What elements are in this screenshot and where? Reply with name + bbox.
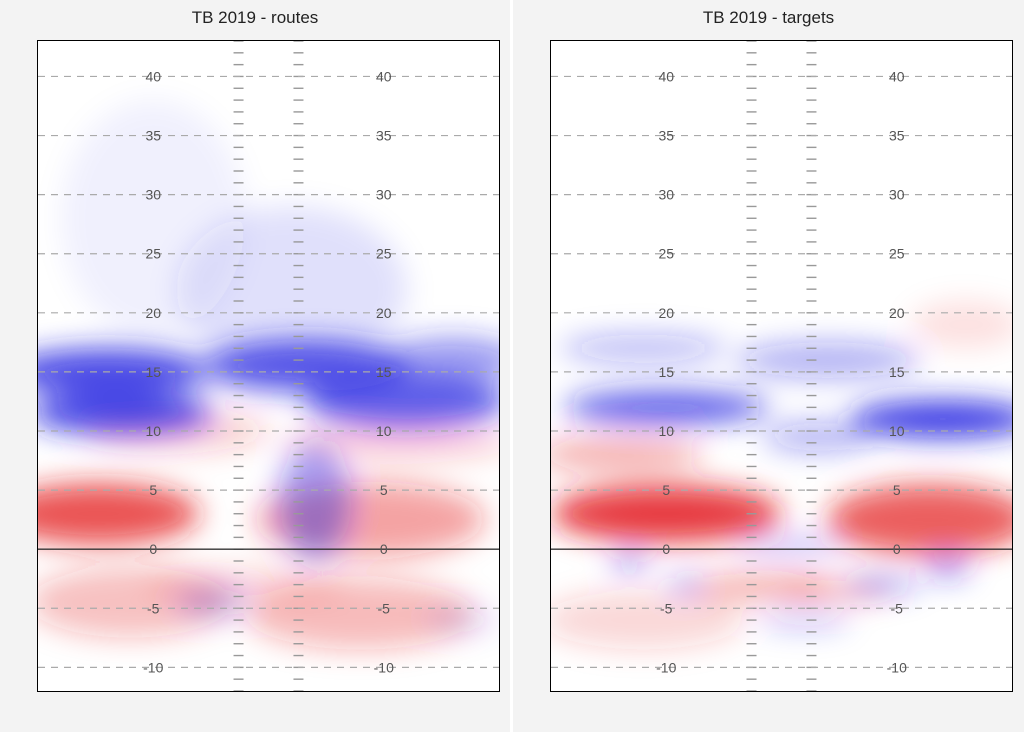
yard-label: 30 [376,187,392,203]
heat-blob-negative [38,392,214,435]
yard-label: 5 [662,482,670,498]
heat-blob-negative [176,588,251,617]
heat-blob-negative [924,555,971,579]
yard-label: 40 [889,68,905,84]
yard-label: 40 [658,68,674,84]
yard-label: 25 [145,246,161,262]
yard-label: 20 [145,305,161,321]
yard-label: -10 [656,659,676,675]
yard-label: 30 [889,187,905,203]
heat-blob-positive [551,485,782,543]
yard-label: 10 [376,423,392,439]
routes-panel: TB 2019 - routes -10 -10 -5 -5 0 0 5 5 10 10 15 15 2… [0,0,510,732]
yard-label: -5 [660,600,673,616]
heat-blob-positive [551,590,745,650]
heat-blob-positive [282,425,499,461]
heat-blob-negative [758,610,851,630]
yard-label: 40 [145,68,161,84]
heat-blob-negative [735,342,920,378]
yard-label: 15 [889,364,905,380]
yard-label: 5 [380,482,388,498]
yard-label: -10 [143,659,163,675]
plot-area: -10 -10 -5 -5 0 0 5 5 10 10 15 15 20 20 25 25 30 30 35 35 40… [550,40,1013,692]
heat-layer [551,301,1012,650]
yard-label: -5 [891,600,904,616]
yard-label: -5 [147,600,160,616]
yard-label: 35 [658,128,674,144]
yard-label: 25 [658,246,674,262]
yard-label: -5 [378,600,391,616]
targets-panel: TB 2019 - targets -10 -10 -5 -5 0 0 5 5 10 10 15 15… [513,0,1024,732]
yard-label: 35 [889,128,905,144]
heat-blob-negative [666,577,704,592]
heat-blob-positive [910,301,1012,349]
heat-blob-positive [38,483,200,545]
heat-blob-negative [735,538,847,553]
yard-label: 5 [893,482,901,498]
yard-label: 20 [658,305,674,321]
chart-title: TB 2019 - targets [702,8,835,27]
heat-blob-negative [425,608,499,632]
heat-blob-negative [277,442,352,561]
yard-label: 30 [658,187,674,203]
yard-label: 10 [889,423,905,439]
yard-label: 30 [145,187,161,203]
yard-label: 20 [376,305,392,321]
yard-label: 40 [376,68,392,84]
heat-blob-negative [61,100,246,337]
heat-blob-negative [763,422,874,452]
yard-label: -10 [887,659,907,675]
yard-label: 35 [376,128,392,144]
yard-label: 0 [662,541,670,557]
heatmap-svg: -10 -10 -5 -5 0 0 5 5 10 10 15 15 20 20 25 25 30 30 35 35 40… [38,41,499,691]
heat-layer [38,100,499,650]
heat-blob-negative [846,577,920,592]
yard-label: 15 [145,364,161,380]
heat-blob-positive [827,484,1012,556]
chart-title: TB 2019 - routes [191,8,319,27]
yard-label: 20 [889,305,905,321]
yard-label: 15 [658,364,674,380]
heat-blob-positive [551,436,704,473]
yard-label: 0 [380,541,388,557]
yard-label: 35 [145,128,161,144]
yard-label: 25 [376,246,392,262]
heat-blob-negative [305,375,499,428]
yard-label: -10 [374,659,394,675]
yard-label: 0 [149,541,157,557]
heat-blob-negative [610,553,648,569]
heat-blob-negative [564,390,768,424]
heat-blob-negative [560,334,727,363]
yard-label: 15 [376,364,392,380]
heat-blob-negative [850,400,1012,439]
yard-label: 10 [145,423,161,439]
yard-label: 25 [889,246,905,262]
plot-area: -10 -10 -5 -5 0 0 5 5 10 10 15 15 20 20 25 25 30 30 35 35 40… [37,40,500,692]
heatmap-svg: -10 -10 -5 -5 0 0 5 5 10 10 15 15 20 20 25 25 30 30 35 35 40… [551,41,1012,691]
yard-label: 5 [149,482,157,498]
panel-divider [510,0,513,732]
yard-label: 0 [893,541,901,557]
yard-label: 10 [658,423,674,439]
heat-blob-negative [38,348,209,396]
